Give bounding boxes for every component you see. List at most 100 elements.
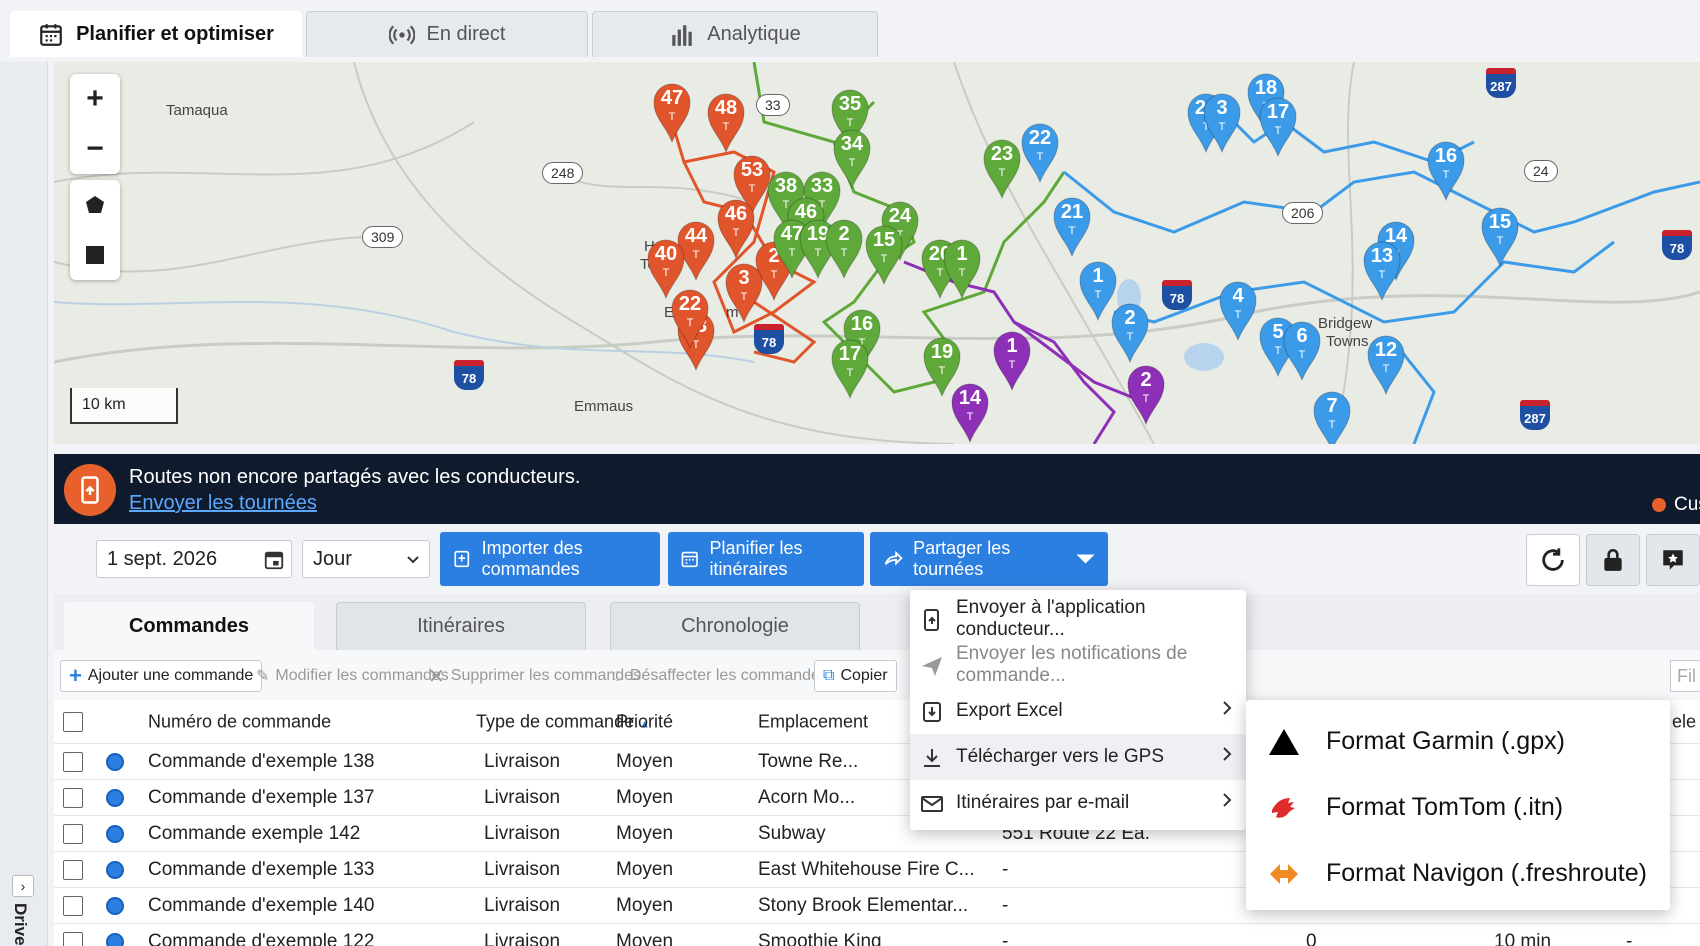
tab-live[interactable]: En direct [306,11,588,57]
panel-expand-button[interactable]: › [12,875,34,897]
route-stop-marker-purple[interactable]: 14 T [951,383,989,444]
filter-input[interactable]: Fil [1670,660,1700,692]
marker-number: 22 [679,293,701,315]
submenu-item-garmin[interactable]: Format Garmin (.gpx) [1246,708,1670,774]
table-row[interactable]: Commande d'exemple 137 Livraison Moyen Acor… [54,780,1700,816]
tab-routes[interactable]: Itinéraires [336,602,586,650]
submenu-label: Format TomTom (.itn) [1326,792,1564,821]
table-row[interactable]: Commande exemple 142 Livraison Moyen Subway… [54,816,1700,852]
table-row[interactable]: Commande d'exemple 122 Livraison Moyen Smoo… [54,924,1700,946]
route-stop-marker-green[interactable]: 2T [825,219,863,280]
submenu-item-tomtom[interactable]: Format TomTom (.itn) [1246,774,1670,840]
route-stop-marker-green[interactable]: 1T [943,239,981,300]
row-checkbox[interactable] [63,823,83,844]
route-stop-marker-blue[interactable]: 1T [1079,261,1117,322]
tab-analytics[interactable]: Analytique [592,11,878,57]
cell-location: Smoothie King [758,930,882,946]
send-routes-link[interactable]: Envoyer les tournées [129,492,317,514]
edit-orders-button[interactable]: ✎ Modifier les commandes [256,660,449,692]
add-order-button[interactable]: + Ajouter une commande [60,660,263,692]
status-dot-icon [106,824,124,843]
route-stop-marker-green[interactable]: 34 T [833,129,871,190]
route-map[interactable]: + − 10 km Tamaqua Bridgew Towns H To E m… [54,62,1700,444]
broadcast-icon [388,25,415,44]
table-row[interactable]: Commande d'exemple 138 Livraison Moyen Town… [54,744,1700,780]
route-stop-marker-blue[interactable]: 12 T [1367,335,1405,396]
lock-button[interactable] [1586,534,1640,586]
route-stop-marker-green[interactable]: 17T [831,339,869,400]
polygon-draw-button[interactable] [70,180,120,230]
column-order-number[interactable]: Numéro de commande [148,711,332,731]
column-priority[interactable]: Priorité [616,711,674,731]
route-stop-marker-red[interactable]: 3T [725,263,763,324]
route-stop-marker-green[interactable]: 19 T [923,337,961,398]
table-row[interactable]: Commande d'exemple 133 Livraison Moyen East… [54,852,1700,888]
route-stop-marker-red[interactable]: 46 T [717,199,755,260]
tab-plan-optimize[interactable]: Planifier et optimiser [10,11,302,57]
route-stop-marker-red[interactable]: 44 T [677,221,715,282]
route-stop-marker-red[interactable]: 48 T [707,93,745,154]
plan-routes-button[interactable]: Planifier les itinéraires [668,532,864,586]
column-truncated[interactable]: ele t [1672,711,1700,731]
interstate-shield: 78 [754,324,784,354]
menu-item-order-notifications[interactable]: Envoyer les notifications de commande... [910,642,1246,688]
import-orders-button[interactable]: Importer des commandes [440,532,660,586]
period-select[interactable]: Jour [302,540,430,578]
table-row[interactable]: Commande d'exemple 140 Livraison Moyen Ston… [54,888,1700,924]
row-checkbox[interactable] [63,787,83,808]
menu-item-export-excel[interactable]: Export Excel [910,688,1246,734]
route-stop-marker-blue[interactable]: 13 T [1363,241,1401,302]
route-stop-marker-blue[interactable]: 21 T [1053,197,1091,258]
date-picker[interactable]: 1 sept. 2026 [96,540,292,578]
share-routes-button[interactable]: Partager les tournées [870,532,1108,586]
route-stop-marker-blue[interactable]: 15 T [1481,207,1519,268]
unassign-orders-button[interactable]: ◌ Désaffecter les commandes [612,660,828,692]
route-stop-marker-red[interactable]: 40 T [647,239,685,300]
row-checkbox[interactable] [63,751,83,772]
route-stop-marker-blue[interactable]: 2T [1111,303,1149,364]
route-stop-marker-green[interactable]: 16 T [843,309,881,370]
submenu-item-navigon[interactable]: Format Navigon (.freshroute) [1246,840,1670,906]
menu-item-email-routes[interactable]: Itinéraires par e-mail [910,780,1246,826]
route-stop-marker-blue[interactable]: 17 T [1259,97,1297,158]
row-checkbox[interactable] [63,895,83,916]
marker-sublabel: T [723,121,730,133]
menu-item-download-gps[interactable]: Télécharger vers le GPS [910,734,1246,780]
marker-sublabel: T [1275,345,1282,357]
menu-item-send-driver-app[interactable]: Envoyer à l'application conducteur... [910,596,1246,642]
marker-sublabel: T [881,253,888,265]
column-order-type[interactable]: Type de commande ▲ [476,711,650,732]
orders-actions-bar: + Ajouter une commande ✎ Modifier les co… [54,650,1700,700]
route-stop-marker-blue[interactable]: 7T [1313,391,1351,444]
route-stop-marker-green[interactable]: 35 T [831,89,869,150]
calendar-icon[interactable] [263,549,285,571]
route-stop-marker-green[interactable]: 23 T [983,139,1021,200]
route-stop-marker-purple[interactable]: 1T [993,331,1031,392]
row-checkbox[interactable] [63,859,83,880]
copy-button[interactable]: ⧉ Copier [814,660,897,692]
route-stop-marker-red[interactable]: 47 T [653,83,691,144]
zoom-in-button[interactable]: + [86,82,104,115]
tab-orders[interactable]: Commandes [64,602,314,650]
route-stop-marker-red[interactable]: 22 T [671,289,709,350]
delete-orders-button[interactable]: ✕ Supprimer les commandes [428,660,641,692]
route-stop-marker-blue[interactable]: 16 T [1427,141,1465,202]
tab-timeline[interactable]: Chronologie [610,602,860,650]
interstate-shield: 287 [1486,68,1516,98]
route-stop-marker-blue[interactable]: 6T [1283,321,1321,382]
route-stop-marker-green[interactable]: 15T [865,225,903,286]
route-stop-marker-blue[interactable]: 3T [1203,93,1241,154]
feedback-button[interactable] [1646,534,1700,586]
marker-sublabel: T [959,267,966,279]
route-stop-marker-red[interactable]: 53 T [733,155,771,216]
route-stop-marker-green[interactable]: 38 T [767,171,805,232]
refresh-button[interactable] [1526,534,1580,586]
zoom-out-button[interactable]: − [86,132,104,165]
select-all-checkbox[interactable] [63,711,83,732]
route-stop-marker-purple[interactable]: 2T [1127,365,1165,426]
route-stop-marker-blue[interactable]: 22 T [1021,123,1059,184]
rectangle-draw-button[interactable] [70,230,120,280]
column-location[interactable]: Emplacement [758,711,869,731]
route-stop-marker-blue[interactable]: 4T [1219,281,1257,342]
row-checkbox[interactable] [63,931,83,946]
